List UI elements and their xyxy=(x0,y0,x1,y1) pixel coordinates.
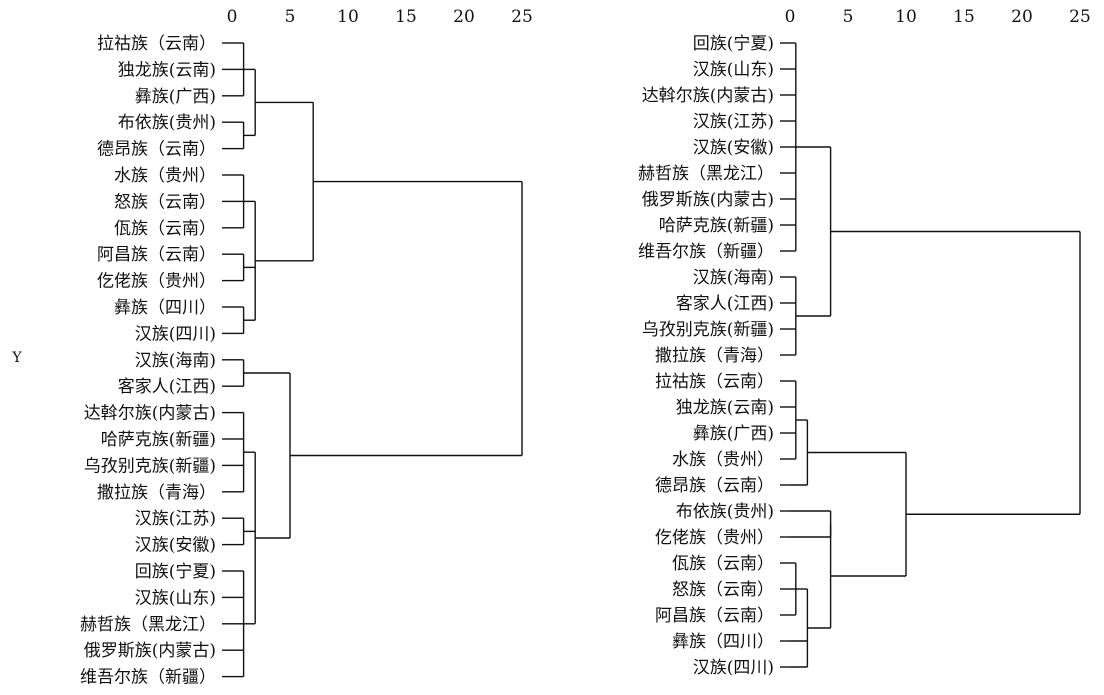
leaf-label: 哈萨克族(新疆) xyxy=(659,216,774,236)
leaf-label: 达斡尔族(内蒙古) xyxy=(642,86,774,106)
leaf-label: 汉族(四川) xyxy=(135,324,216,344)
leaf-label: 拉祜族（云南） xyxy=(655,372,774,392)
leaf-label: 汉族(安徽) xyxy=(135,536,216,556)
leaf-label: 汉族(海南) xyxy=(693,268,774,288)
leaf-label: 怒族（云南） xyxy=(114,192,216,212)
axis-tick-label: 25 xyxy=(511,7,533,27)
leaf-label: 阿昌族（云南） xyxy=(97,245,216,265)
leaf-label: 仡佬族（贵州） xyxy=(97,272,216,292)
left-dendrogram: 0 5 10 15 20 25 Y 拉祜族（云南） 独龙族(云南) 彝族(广西) 布依族(贵州) 德昂… xyxy=(11,7,532,688)
leaf-label: 撒拉族（青海） xyxy=(655,346,774,366)
axis-tick-label: 10 xyxy=(895,7,917,27)
leaf-label: 撒拉族（青海） xyxy=(97,483,216,503)
axis-tick-label: 15 xyxy=(395,7,417,27)
axis-tick-label: 5 xyxy=(843,7,854,27)
leaf-label: 乌孜别克族(新疆) xyxy=(642,320,774,340)
leaf-label: 彝族(广西) xyxy=(135,87,216,107)
leaf-label: 佤族（云南） xyxy=(114,219,216,239)
leaf-label: 仡佬族（贵州） xyxy=(655,528,774,548)
leaf-label: 水族（贵州） xyxy=(672,450,774,470)
leaf-label: 客家人(江西) xyxy=(118,377,216,397)
leaf-label: 汉族(江苏) xyxy=(135,509,216,529)
leaf-label: 汉族(安徽) xyxy=(693,138,774,158)
leaf-label: 佤族（云南） xyxy=(672,554,774,574)
leaf-label: 回族(宁夏) xyxy=(135,562,216,582)
leaf-label: 维吾尔族（新疆） xyxy=(80,668,216,688)
axis-tick-label: 15 xyxy=(953,7,975,27)
leaf-label: 彝族（四川） xyxy=(672,632,774,652)
leaf-label: 客家人(江西) xyxy=(676,294,774,314)
leaf-label: 回族(宁夏) xyxy=(693,34,774,54)
right-dendrogram: 0 5 10 15 20 25 回族(宁夏) 汉族(山东) 达斡尔族(内蒙古) 汉族(江苏) 汉族(… xyxy=(638,7,1091,678)
leaf-label: 布依族(贵州) xyxy=(118,113,216,133)
leaf-label: 阿昌族（云南） xyxy=(655,606,774,626)
leaf-label: 达斡尔族(内蒙古) xyxy=(84,404,216,424)
leaf-label: 汉族(江苏) xyxy=(693,112,774,132)
axis-tick-label: 25 xyxy=(1069,7,1091,27)
leaf-label: 独龙族(云南) xyxy=(676,398,774,418)
leaf-label: 汉族(山东) xyxy=(693,60,774,80)
leaf-label: 水族（贵州） xyxy=(114,166,216,186)
leaf-label: 独龙族(云南) xyxy=(118,60,216,80)
leaf-label: 汉族(山东) xyxy=(135,588,216,608)
side-label: Y xyxy=(11,350,22,366)
leaf-label: 汉族(四川) xyxy=(693,658,774,678)
leaf-label: 布依族(贵州) xyxy=(676,502,774,522)
axis-tick-label: 20 xyxy=(453,7,475,27)
axis-tick-label: 0 xyxy=(227,7,238,27)
axis-tick-label: 5 xyxy=(285,7,296,27)
axis-tick-label: 0 xyxy=(785,7,796,27)
leaf-label: 德昂族（云南） xyxy=(97,140,216,160)
leaf-label: 德昂族（云南） xyxy=(655,476,774,496)
leaf-label: 拉祜族（云南） xyxy=(97,34,216,54)
leaf-label: 彝族（四川） xyxy=(114,298,216,318)
axis-tick-label: 20 xyxy=(1011,7,1033,27)
leaf-label: 维吾尔族（新疆） xyxy=(638,242,774,262)
leaf-label: 汉族(海南) xyxy=(135,351,216,371)
leaf-label: 哈萨克族(新疆) xyxy=(101,430,216,450)
axis-tick-label: 10 xyxy=(337,7,359,27)
leaf-label: 彝族(广西) xyxy=(693,424,774,444)
leaf-label: 赫哲族（黑龙江） xyxy=(638,164,774,184)
leaf-label: 赫哲族（黑龙江） xyxy=(80,615,216,635)
leaf-label: 怒族（云南） xyxy=(672,580,774,600)
leaf-label: 乌孜别克族(新疆) xyxy=(84,456,216,476)
leaf-label: 俄罗斯族(内蒙古) xyxy=(84,641,216,661)
leaf-label: 俄罗斯族(内蒙古) xyxy=(642,190,774,210)
